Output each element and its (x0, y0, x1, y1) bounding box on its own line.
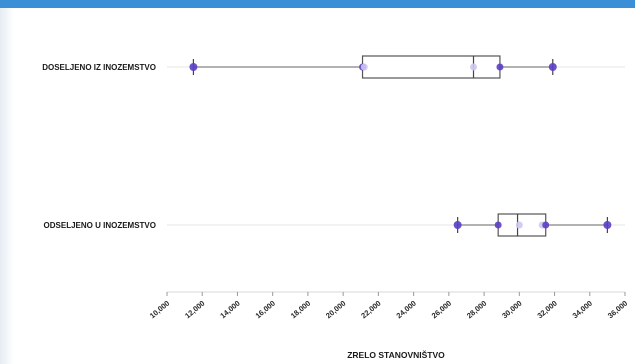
x-tick-label: 16,000 (254, 299, 277, 321)
box-group: ODSELJENO U INOZEMSTVO (44, 213, 612, 237)
x-tick-label: 14,000 (218, 299, 241, 321)
box-group: DOSELJENO IZ INOZEMSTVO (42, 55, 557, 79)
x-tick-label: 30,000 (500, 299, 523, 321)
top-accent-bar (0, 0, 635, 8)
data-point (470, 63, 478, 71)
x-tick-label: 36,000 (606, 299, 629, 321)
x-tick-label: 24,000 (395, 299, 418, 321)
x-tick-label: 10,000 (148, 299, 171, 321)
grid-lines (167, 66, 625, 293)
category-label: ODSELJENO U INOZEMSTVO (44, 221, 156, 230)
plot-area: DOSELJENO IZ INOZEMSTVO ODSELJENO U INOZE… (42, 55, 612, 237)
data-point (548, 63, 557, 71)
x-tick-label: 34,000 (571, 299, 594, 321)
data-point (515, 221, 523, 229)
x-tick-label: 32,000 (535, 299, 558, 321)
data-point (494, 221, 502, 229)
data-point (496, 63, 504, 71)
x-tick-label: 26,000 (430, 299, 453, 321)
iqr-box (361, 55, 501, 79)
data-point (453, 221, 462, 229)
x-axis-ticks: 10,000 12,000 14,000 16,000 18,000 20,000 22,0… (148, 292, 629, 320)
data-point (189, 63, 198, 71)
side-shade (0, 8, 14, 364)
x-tick-label: 12,000 (183, 299, 206, 321)
x-tick-label: 18,000 (289, 299, 312, 321)
x-tick-label: 20,000 (324, 299, 347, 321)
category-label: DOSELJENO IZ INOZEMSTVO (42, 63, 156, 72)
x-tick-label: 22,000 (359, 299, 382, 321)
x-axis-title: ZRELO STANOVNIŠTVO (347, 349, 445, 360)
data-point (603, 221, 612, 229)
data-point (360, 63, 368, 71)
x-tick-label: 28,000 (465, 299, 488, 321)
data-point (542, 221, 550, 229)
